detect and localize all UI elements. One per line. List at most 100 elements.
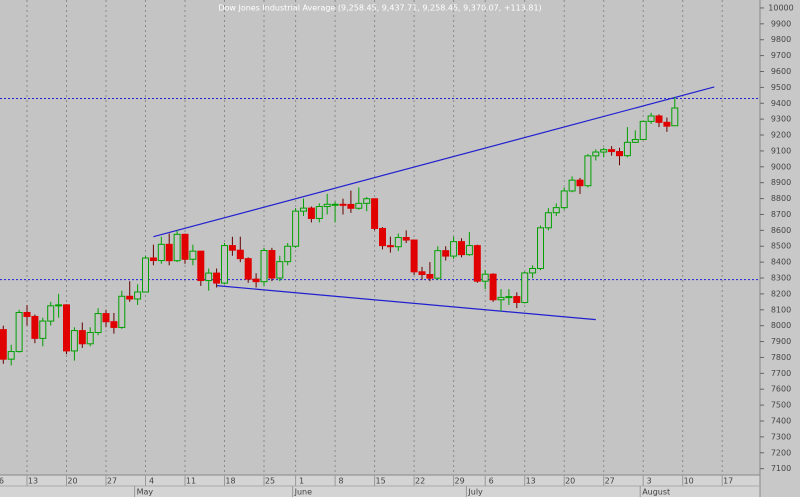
candle-body xyxy=(576,179,584,187)
candle-body xyxy=(529,267,537,274)
x-tick-label: 3 xyxy=(647,477,652,486)
candle-body xyxy=(236,249,244,260)
y-axis-panel xyxy=(760,0,800,497)
candle-body xyxy=(78,330,86,345)
candle-body xyxy=(102,313,110,323)
x-tick-label: 20 xyxy=(67,477,77,486)
y-tick-label: 9600 xyxy=(771,67,791,76)
candle-body xyxy=(86,332,94,345)
candle-body xyxy=(584,155,592,187)
candle-body xyxy=(513,296,521,303)
x-tick-label: 18 xyxy=(225,477,235,486)
trendline xyxy=(153,86,715,238)
candle-body xyxy=(402,237,410,241)
candle-body xyxy=(300,207,307,212)
candle-body xyxy=(47,305,55,322)
candle-body xyxy=(394,237,402,248)
candle-body xyxy=(7,351,15,360)
candle-body xyxy=(173,233,181,262)
candle-body xyxy=(379,227,386,247)
candle-body xyxy=(647,115,655,122)
candle-body xyxy=(181,233,189,260)
y-tick-label: 9100 xyxy=(771,146,791,155)
x-tick-label: 6 xyxy=(0,477,4,486)
y-tick-label: 9200 xyxy=(771,131,791,140)
y-tick-label: 7700 xyxy=(771,369,791,378)
y-tick-label: 7400 xyxy=(771,416,791,425)
y-tick-label: 9400 xyxy=(771,99,791,108)
y-tick-label: 8200 xyxy=(771,289,791,298)
y-tick-label: 7600 xyxy=(771,385,791,394)
candle-body xyxy=(157,243,165,262)
candle-body xyxy=(521,272,529,303)
plot xyxy=(0,0,760,475)
candle-body xyxy=(55,304,63,307)
x-tick-label: 27 xyxy=(107,477,117,486)
candle-body xyxy=(221,245,228,284)
candle-body xyxy=(616,151,623,157)
y-tick-label: 8000 xyxy=(771,321,791,330)
trendline xyxy=(216,285,596,321)
candle-body xyxy=(481,273,489,282)
y-tick-label: 8400 xyxy=(771,258,791,267)
candle-body xyxy=(426,274,434,279)
candle-body xyxy=(552,207,560,214)
y-tick-label: 8100 xyxy=(771,305,791,314)
x-tick-label: 8 xyxy=(339,477,344,486)
candle-body xyxy=(600,149,608,153)
y-tick-label: 9000 xyxy=(771,162,791,171)
candle-body xyxy=(544,212,552,229)
x-tick-label: 15 xyxy=(376,477,386,486)
y-tick-label: 9500 xyxy=(771,83,791,92)
y-tick-label: 8600 xyxy=(771,226,791,235)
y-tick-label: 7900 xyxy=(771,337,791,346)
candle-body xyxy=(505,296,513,299)
candle-body xyxy=(315,206,323,219)
candle-body xyxy=(268,250,276,279)
candle-body xyxy=(592,151,600,157)
x-tick-label: 29 xyxy=(455,477,465,486)
candle-body xyxy=(631,138,639,143)
candle-body xyxy=(118,295,126,328)
candle-body xyxy=(410,239,418,273)
y-tick-label: 7100 xyxy=(771,464,791,473)
candle-body xyxy=(458,241,465,256)
y-tick-label: 8900 xyxy=(771,178,791,187)
candle-body xyxy=(197,250,205,282)
y-tick-label: 7800 xyxy=(771,353,791,362)
chart-title: Dow Jones Industrial Average (9,258.45, … xyxy=(218,4,541,13)
y-tick-label: 8300 xyxy=(771,274,791,283)
candle-body xyxy=(537,227,544,269)
candle-body xyxy=(639,120,647,140)
month-label: July xyxy=(467,488,483,497)
candle-body xyxy=(142,257,149,293)
candle-body xyxy=(568,179,576,192)
candle-body xyxy=(189,250,197,260)
candle-body xyxy=(655,115,663,123)
candle-body xyxy=(228,245,236,251)
x-tick-label: 13 xyxy=(28,477,38,486)
y-tick-label: 9300 xyxy=(771,115,791,124)
y-tick-label: 8700 xyxy=(771,210,791,219)
y-tick-label: 10000 xyxy=(768,3,793,12)
candle-body xyxy=(244,258,252,280)
candle-body xyxy=(307,207,315,219)
x-tick-label: 27 xyxy=(605,477,615,486)
candle-body xyxy=(473,245,481,282)
x-tick-label: 1 xyxy=(299,477,304,486)
candle-body xyxy=(110,321,118,328)
y-tick-label: 7300 xyxy=(771,432,791,441)
x-tick-label: 17 xyxy=(723,477,733,486)
candle-body xyxy=(623,141,631,157)
y-tick-label: 9900 xyxy=(771,19,791,28)
candle-body xyxy=(70,330,78,352)
y-tick-label: 8500 xyxy=(771,242,791,251)
candle-body xyxy=(323,203,331,208)
x-tick-label: 4 xyxy=(149,477,154,486)
candle-body xyxy=(134,291,142,300)
candle-body xyxy=(560,190,568,209)
candle-body xyxy=(608,149,616,153)
candle-body xyxy=(23,311,31,317)
candle-body xyxy=(489,273,497,301)
